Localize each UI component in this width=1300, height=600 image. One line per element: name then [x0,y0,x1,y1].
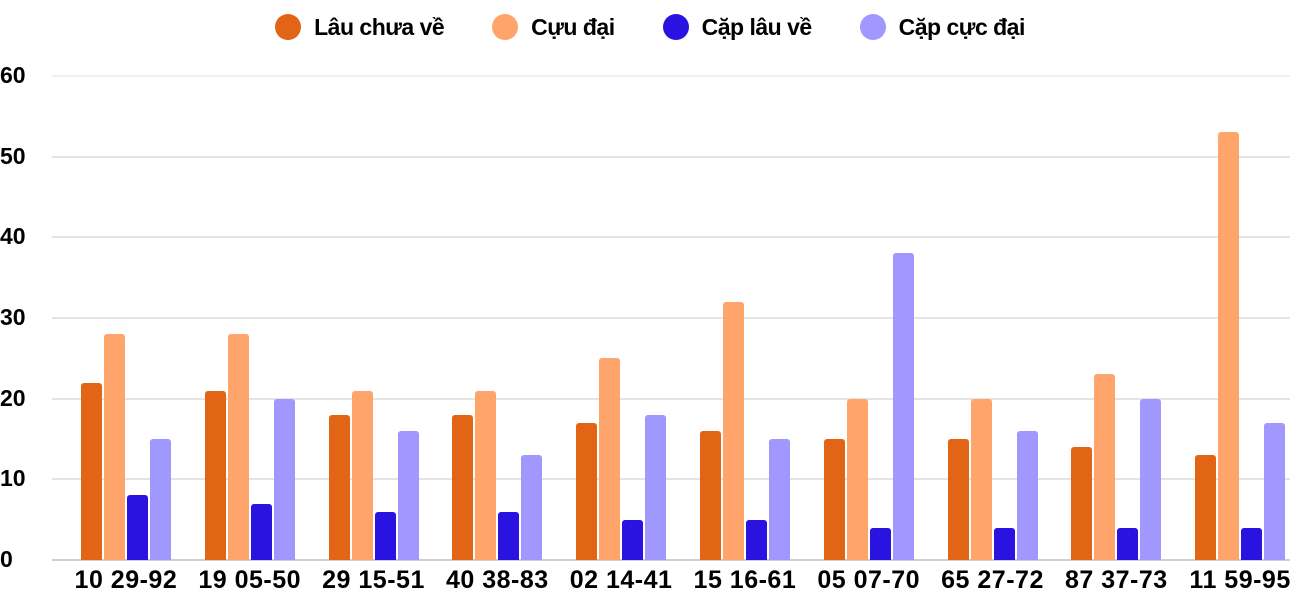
bar[interactable] [622,519,644,560]
bar[interactable] [699,430,721,560]
bar[interactable] [521,455,543,560]
y-tick-label: 0 [0,546,13,572]
legend-swatch-icon [492,14,519,40]
bar[interactable] [204,390,226,560]
bar[interactable] [351,390,373,560]
legend-label: Cựu đại [531,13,615,40]
x-tick-label: 02 14-41 [569,566,673,594]
bar[interactable] [1071,447,1093,560]
bar[interactable] [1264,422,1286,560]
legend-swatch-icon [859,14,886,40]
x-tick-label: 65 27-72 [941,566,1044,594]
bar[interactable] [1218,132,1240,560]
gridline [52,397,1290,400]
x-tick-label: 11 59-95 [1189,566,1291,594]
bar[interactable] [745,519,767,560]
x-tick-label: 40 38-83 [445,566,549,594]
bar[interactable] [576,422,598,560]
gridline [52,478,1290,481]
y-tick-label: 50 [0,142,26,169]
bar[interactable] [374,511,396,560]
bar[interactable] [846,398,868,560]
bar[interactable] [970,398,992,560]
gridline [52,317,1290,319]
bar[interactable] [126,495,148,560]
x-tick-label: 05 07-70 [817,566,921,594]
bar[interactable] [722,301,744,560]
bar[interactable] [103,334,125,560]
bar[interactable] [1195,455,1217,560]
legend-label: Cặp lâu về [701,13,813,40]
bar[interactable] [645,414,667,560]
bar[interactable] [273,398,295,560]
y-tick-label: 20 [0,384,26,411]
bar[interactable] [1094,374,1116,560]
x-tick-label: 29 15-51 [322,566,425,594]
bar[interactable] [498,511,520,560]
bar[interactable] [250,503,272,560]
bar[interactable] [892,253,914,560]
chart-legend: Lâu chưa về Cựu đại Cặp lâu về Cặp cực đại [0,8,1300,46]
x-axis-line [52,559,1290,561]
legend-item[interactable]: Cặp lâu về [662,13,813,41]
legend-label: Cặp cực đại [898,13,1026,40]
bar[interactable] [227,334,249,560]
bar[interactable] [599,358,621,560]
y-tick-label: 60 [0,62,26,88]
x-tick-label: 15 16-61 [693,566,797,594]
plot-area [52,75,1290,561]
bar[interactable] [993,527,1015,560]
gridline [52,155,1290,158]
bar[interactable] [452,414,474,560]
y-tick-label: 40 [0,223,26,250]
gridline [52,236,1290,239]
legend-item[interactable]: Lâu chưa về [275,13,445,41]
bar[interactable] [397,430,419,560]
legend-item[interactable]: Cựu đại [492,13,615,41]
x-tick-label: 19 05-50 [198,566,302,594]
bar[interactable] [149,439,171,560]
bar[interactable] [823,439,845,560]
bar[interactable] [1016,430,1038,560]
bar[interactable] [947,439,969,560]
gridline [52,75,1290,77]
legend-label: Lâu chưa về [314,13,445,40]
x-tick-label: 10 29-92 [74,566,178,594]
legend-swatch-icon [275,14,302,40]
bar[interactable] [328,414,350,560]
bar[interactable] [475,390,497,560]
bar[interactable] [768,439,790,560]
bar[interactable] [80,382,102,560]
legend-swatch-icon [662,14,689,40]
y-tick-label: 10 [0,465,26,492]
x-tick-label: 87 37-73 [1064,566,1168,594]
y-tick-label: 30 [0,304,26,330]
legend-item[interactable]: Cặp cực đại [859,13,1026,41]
bar[interactable] [869,527,891,560]
bar[interactable] [1117,527,1139,560]
bar[interactable] [1241,527,1263,560]
bar[interactable] [1140,398,1162,560]
